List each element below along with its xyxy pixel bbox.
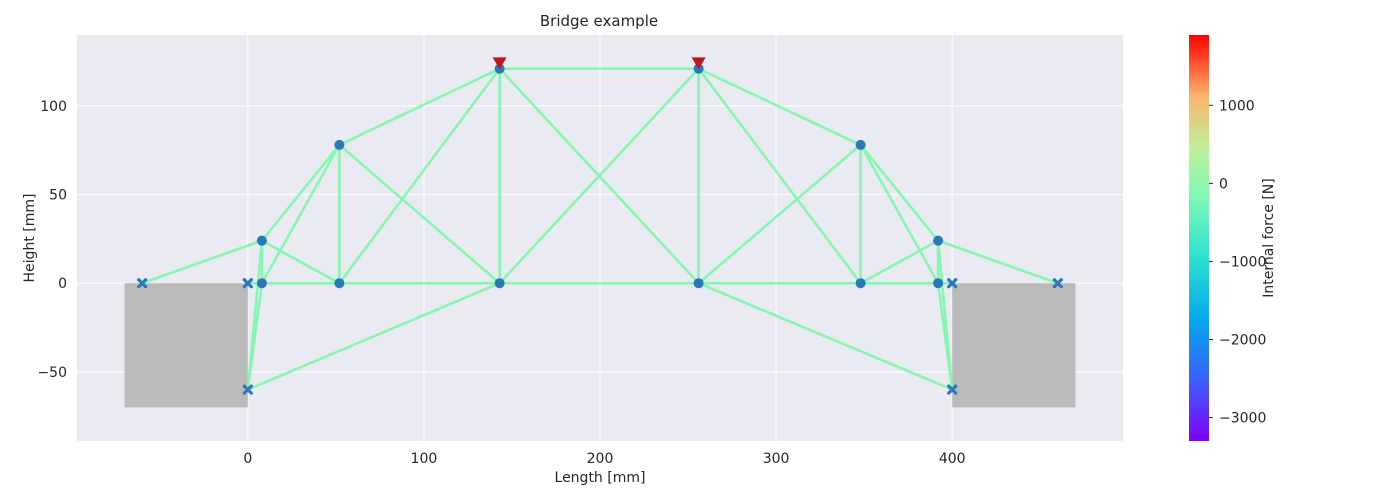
truss-node — [334, 139, 345, 150]
truss-member — [338, 67, 501, 147]
truss-member — [936, 239, 954, 391]
support-marker — [242, 278, 253, 289]
support-markers — [137, 278, 1063, 395]
truss-member — [246, 239, 264, 391]
support-marker — [947, 384, 958, 395]
truss-member — [338, 143, 501, 285]
truss-member — [697, 281, 954, 391]
x-tick-label: 300 — [763, 451, 790, 467]
truss-member — [859, 239, 940, 285]
x-tick-label: 0 — [243, 451, 252, 467]
y-tick-label: 0 — [58, 276, 67, 292]
abutment-block — [952, 283, 1076, 408]
truss-member — [697, 67, 862, 147]
abutments — [124, 283, 1076, 408]
truss-member — [697, 143, 862, 285]
truss-node — [933, 235, 944, 246]
support-marker — [947, 278, 958, 289]
colorbar — [1189, 35, 1209, 441]
colorbar-tick-label: 0 — [1219, 176, 1228, 192]
colorbar-tick-label: −3000 — [1219, 411, 1266, 427]
colorbar-label: Internal force [N] — [1261, 178, 1277, 298]
truss-node — [256, 278, 267, 289]
truss-nodes — [256, 63, 944, 289]
support-marker — [242, 384, 253, 395]
load-marker — [691, 57, 706, 70]
x-tick-label: 100 — [411, 451, 438, 467]
truss-member — [260, 239, 341, 285]
support-marker — [1052, 278, 1063, 289]
truss-member — [338, 67, 501, 285]
truss-node — [256, 235, 267, 246]
x-tick-label: 400 — [939, 451, 966, 467]
truss-member — [260, 143, 341, 242]
truss-member — [697, 67, 862, 285]
truss-member — [246, 281, 501, 391]
truss-member — [260, 143, 341, 285]
truss-member — [936, 239, 1060, 285]
y-axis-label: Height [mm] — [22, 194, 38, 283]
colorbar-tick-label: −2000 — [1219, 333, 1266, 349]
load-markers — [492, 57, 706, 70]
truss-member — [140, 239, 264, 285]
colorbar-ticks: 1000 0 −1000 −2000 −3000 — [1209, 98, 1266, 427]
support-marker — [137, 278, 148, 289]
truss-node — [855, 278, 866, 289]
x-tick-label: 200 — [587, 451, 614, 467]
colorbar-tick-label: −1000 — [1219, 254, 1266, 270]
x-axis-label: Length [mm] — [555, 470, 646, 486]
y-tick-label: −50 — [37, 365, 67, 381]
truss-node — [494, 278, 505, 289]
y-axis-ticks: −50 0 50 100 — [37, 99, 67, 381]
truss-node — [933, 278, 944, 289]
truss-member — [859, 143, 940, 242]
truss-members — [140, 67, 1060, 391]
load-marker — [492, 57, 507, 70]
truss-node — [693, 278, 704, 289]
truss-node — [334, 278, 345, 289]
truss-member — [498, 67, 700, 285]
y-tick-label: 100 — [40, 99, 67, 115]
colorbar-tick-label: 1000 — [1219, 98, 1255, 114]
chart-title: Bridge example — [540, 12, 658, 30]
x-axis-ticks: 0 100 200 300 400 — [243, 451, 965, 467]
y-tick-label: 50 — [49, 188, 67, 204]
abutment-block — [124, 283, 248, 408]
truss-member — [859, 143, 940, 285]
truss-node — [855, 139, 866, 150]
